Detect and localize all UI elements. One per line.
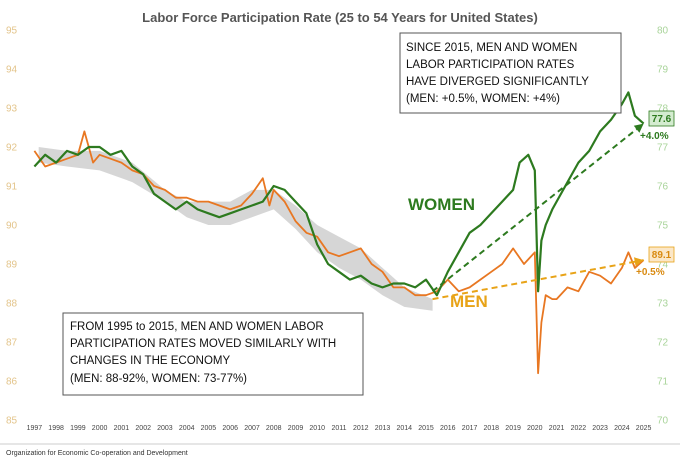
x-axis-ticks: 1997 1998 1999 2000 2001 2002 2003 2004 2005 2006…	[27, 425, 652, 432]
top-right-annotation-line: LABOR PARTICIPATION RATES	[406, 59, 575, 71]
x-axis-tick: 2005	[201, 425, 217, 432]
x-axis-tick: 2006	[222, 425, 238, 432]
right-axis-tick: 74	[657, 260, 669, 271]
source-note: Organization for Economic Co-operation a…	[6, 450, 188, 457]
x-axis-tick: 2013	[375, 425, 391, 432]
women-change-label: +4.0%	[640, 131, 669, 142]
x-axis-tick: 2024	[614, 425, 630, 432]
top-right-annotation-box	[399, 32, 622, 114]
right-axis-tick: 70	[657, 416, 669, 427]
x-axis-tick: 2015	[418, 425, 434, 432]
left-axis-tick: 93	[6, 104, 18, 115]
top-right-annotation-line: HAVE DIVERGED SIGNIFICANTLY	[406, 76, 589, 88]
x-axis-tick: 2004	[179, 425, 195, 432]
men-end-badge	[648, 246, 675, 263]
left-axis-tick: 95	[6, 26, 18, 37]
left-axis-tick: 85	[6, 416, 18, 427]
x-axis-tick: 2012	[353, 425, 369, 432]
right-axis-tick: 76	[657, 182, 669, 193]
left-axis-tick: 91	[6, 182, 18, 193]
x-axis-tick: 2025	[636, 425, 652, 432]
x-axis-tick: 1997	[27, 425, 43, 432]
left-axis-tick: 87	[6, 338, 18, 349]
women-end-badge	[648, 110, 675, 127]
band-layer	[38, 147, 433, 311]
trend-layer	[431, 122, 645, 301]
bottom-left-annotation-box	[62, 312, 364, 396]
bottom-left-annotation-line: CHANGES IN THE ECONOMY	[70, 355, 230, 367]
right-axis-tick: 78	[657, 104, 669, 115]
left-axis-tick: 90	[6, 221, 18, 232]
x-axis-tick: 2002	[135, 425, 151, 432]
men-series-line	[33, 130, 645, 375]
women-series-line	[33, 91, 645, 297]
x-axis-tick: 2000	[92, 425, 108, 432]
chart-title: Labor Force Participation Rate (25 to 54…	[142, 10, 538, 25]
right-axis-tick: 75	[657, 221, 669, 232]
women-end-value: 77.6	[652, 114, 672, 125]
left-axis-tick: 88	[6, 299, 18, 310]
x-axis-tick: 2008	[266, 425, 282, 432]
x-axis-tick: 2020	[527, 425, 543, 432]
women-series-label: WOMEN	[408, 195, 475, 214]
left-axis-tick: 89	[6, 260, 18, 271]
x-axis-tick: 1998	[48, 425, 64, 432]
right-axis-tick: 77	[657, 143, 669, 154]
x-axis-tick: 2023	[592, 425, 608, 432]
right-axis-tick: 73	[657, 299, 669, 310]
x-axis-tick: 2019	[505, 425, 521, 432]
x-axis-tick: 2018	[484, 425, 500, 432]
right-axis-tick: 79	[657, 65, 669, 76]
right-axis-tick: 71	[657, 377, 669, 388]
left-axis-ticks: 85 86 87 88 89 90 91 92 93 94 95	[6, 26, 18, 427]
series-layer	[33, 91, 645, 375]
x-axis-tick: 2021	[549, 425, 565, 432]
bottom-left-annotation-line: FROM 1995 to 2015, MEN AND WOMEN LABOR	[70, 321, 324, 333]
right-axis-ticks: 70 71 72 73 74 75 76 77 78 79 80	[657, 26, 669, 427]
x-axis-tick: 2003	[157, 425, 173, 432]
men-trend-arrowhead	[634, 257, 644, 267]
men-trend-line	[432, 259, 644, 301]
x-axis-tick: 2001	[114, 425, 130, 432]
bottom-left-annotation-line: PARTICIPATION RATES MOVED SIMILARLY WITH	[70, 338, 336, 350]
x-axis-tick: 2014	[397, 425, 413, 432]
left-axis-tick: 94	[6, 65, 18, 76]
women-trend-arrowhead	[633, 123, 644, 133]
left-axis-tick: 86	[6, 377, 18, 388]
right-axis-tick: 72	[657, 338, 669, 349]
top-right-annotation-line: SINCE 2015, MEN AND WOMEN	[406, 42, 577, 54]
x-axis-tick: 2007	[244, 425, 260, 432]
x-axis-tick: 2022	[571, 425, 587, 432]
men-change-label: +0.5%	[636, 267, 665, 278]
women-trend-line	[431, 122, 645, 293]
x-axis-tick: 2016	[440, 425, 456, 432]
x-axis-tick: 2017	[462, 425, 478, 432]
x-axis-tick: 1999	[70, 425, 86, 432]
x-axis-tick: 2009	[288, 425, 304, 432]
x-axis-tick: 2011	[331, 425, 346, 432]
right-axis-tick: 80	[657, 26, 669, 37]
men-end-value: 89.1	[652, 250, 672, 261]
bottom-left-annotation-line: (MEN: 88-92%, WOMEN: 73-77%)	[70, 373, 247, 385]
shaded-trend-band	[38, 147, 433, 311]
men-series-label: MEN	[450, 292, 488, 311]
top-right-annotation-line: (MEN: +0.5%, WOMEN: +4%)	[406, 93, 560, 105]
x-axis-tick: 2010	[309, 425, 325, 432]
left-axis-tick: 92	[6, 143, 18, 154]
